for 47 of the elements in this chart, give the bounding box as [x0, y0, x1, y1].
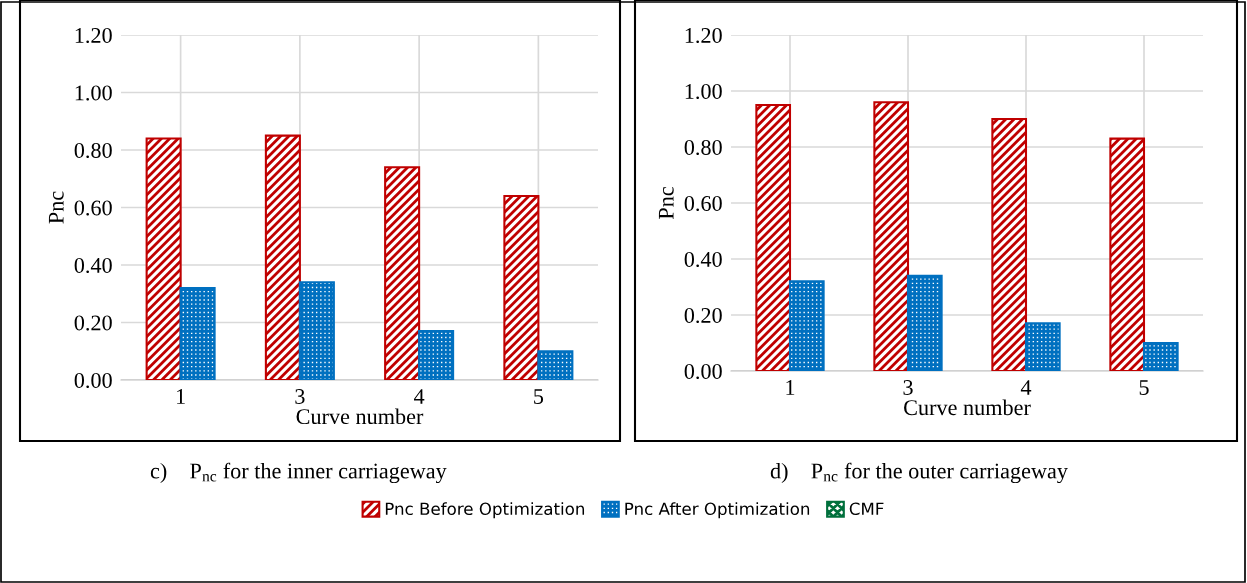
bar — [1142, 341, 1179, 371]
bar — [906, 274, 943, 371]
y-tick-label: 1.00 — [75, 85, 112, 101]
bar — [503, 194, 540, 380]
x-tick-label: 3 — [295, 389, 305, 404]
legend-label: CMF — [849, 502, 884, 516]
y-tick-label: 0.60 — [74, 200, 112, 216]
bar — [145, 137, 182, 380]
y-tick-label: 0.00 — [74, 372, 112, 389]
x-tick-label: 3 — [903, 380, 913, 395]
bar — [264, 134, 301, 380]
y-axis-title: Pnc — [658, 187, 674, 220]
x-axis-title: Curve number — [296, 408, 424, 425]
text: d) P$_{nc}$ for the outer carriageway — [770, 462, 1068, 484]
x-tick-label: 1 — [786, 380, 795, 395]
y-tick-label: 1.00 — [685, 83, 722, 100]
bar — [418, 330, 455, 380]
legend-label: Pnc Before Optimization — [385, 502, 585, 519]
x-axis-title: Curve number — [904, 399, 1031, 416]
y-tick-label: 0.20 — [684, 307, 722, 324]
y-tick-label: 0.60 — [684, 195, 722, 212]
y-tick-label: 0.80 — [684, 139, 722, 156]
x-tick-label: 1 — [177, 389, 185, 404]
bar — [1109, 137, 1146, 371]
y-tick-label: 0.40 — [74, 257, 112, 274]
y-tick-label: 0.80 — [74, 142, 112, 159]
bar — [537, 350, 574, 380]
text: c) P$_{nc}$ for the inner carriageway — [150, 462, 447, 484]
x-tick-label: 4 — [1020, 380, 1032, 395]
y-axis-title: Pnc — [48, 191, 64, 224]
bar — [1024, 322, 1061, 371]
y-tick-label: 1.20 — [685, 27, 722, 44]
bar — [788, 280, 825, 371]
y-tick-label: 0.40 — [684, 251, 722, 268]
x-tick-label: 4 — [414, 389, 425, 404]
bar — [384, 166, 421, 380]
bar — [298, 281, 335, 380]
y-tick-label: 1.20 — [75, 27, 112, 44]
bar — [991, 117, 1028, 371]
y-tick-label: 0.00 — [684, 363, 722, 380]
x-tick-label: 5 — [534, 389, 544, 404]
bar — [179, 286, 216, 380]
bar — [873, 101, 910, 371]
legend-label: Pnc After Optimization — [625, 502, 810, 519]
bar — [755, 103, 792, 371]
y-tick-label: 0.20 — [74, 315, 112, 331]
x-tick-label: 5 — [1139, 380, 1149, 395]
